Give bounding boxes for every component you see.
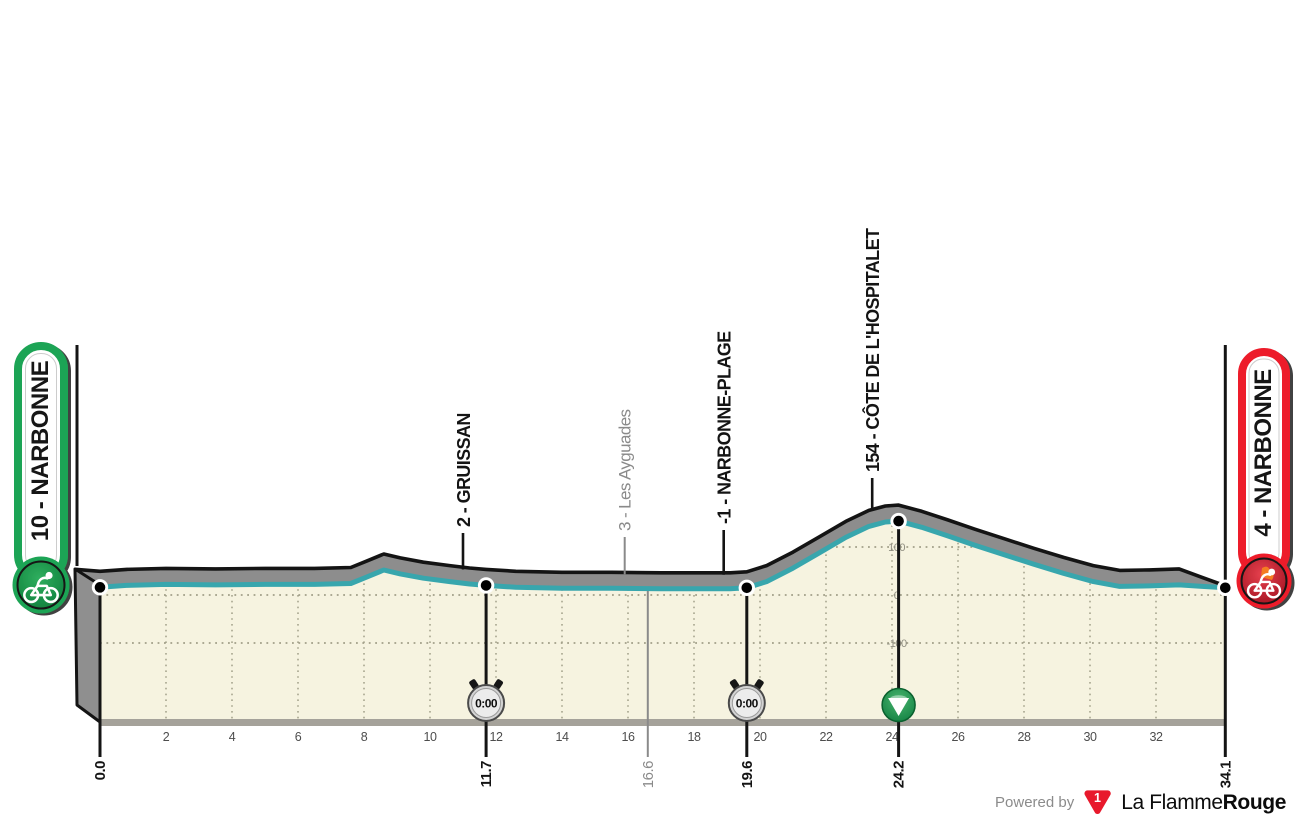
waypoint-label: -1 - NARBONNE-PLAGE — [715, 331, 735, 524]
x-axis-tick-label: 2 — [163, 730, 170, 744]
km-distance-label: 11.7 — [478, 761, 495, 788]
route-point-dot — [893, 515, 904, 527]
km-distance-label: 24.2 — [891, 761, 908, 788]
x-axis-tick-label: 30 — [1084, 730, 1097, 744]
route-point-dot — [741, 582, 753, 594]
logo-number: 1 — [1094, 791, 1101, 805]
brand-regular: La Flamme — [1121, 790, 1223, 814]
x-axis-tick-label: 12 — [490, 730, 503, 744]
profile-fill — [100, 521, 1226, 720]
elevation-label: -100 — [887, 638, 907, 650]
waypoint-label: 2 - GRUISSAN — [454, 413, 474, 527]
climb-marker-icon — [881, 687, 916, 723]
timer-time: 0:00 — [736, 697, 759, 711]
x-axis-tick-label: 28 — [1018, 730, 1031, 744]
elevation-label: 0 — [894, 590, 900, 602]
timer-checkpoint-icon: 0:00 — [727, 679, 766, 722]
la-flamme-rouge-logo-icon: 1 — [1084, 790, 1111, 814]
x-axis-tick-label: 26 — [952, 730, 965, 744]
km-distance-label: 0.0 — [92, 761, 109, 781]
x-axis-tick-label: 6 — [295, 730, 302, 744]
waypoint-label: 154 - CÔTE DE L'HOSPITALET — [862, 228, 883, 472]
x-axis-tick-label: 10 — [424, 730, 437, 744]
elevation-label: 100 — [888, 542, 905, 554]
brand-bold: Rouge — [1222, 790, 1287, 814]
waypoint-label: 3 - Les Ayguades — [616, 409, 635, 531]
x-axis-tick-label: 20 — [754, 730, 767, 744]
x-axis-tick-label: 22 — [820, 730, 833, 744]
x-axis-tick-label: 24 — [886, 730, 899, 744]
km-distance-label: 19.6 — [739, 761, 756, 788]
x-axis-tick-label: 32 — [1150, 730, 1163, 744]
start-badge: 10 - NARBONNE — [12, 342, 70, 614]
km-distance-label: 16.6 — [640, 761, 657, 788]
logo-triangle — [1084, 790, 1111, 814]
start-badge-label: 10 - NARBONNE — [27, 360, 54, 541]
x-axis-tick-label: 14 — [556, 730, 569, 744]
profile-top-line — [74, 503, 1226, 588]
route-point-dot — [94, 582, 106, 593]
x-axis-bar — [100, 719, 1226, 726]
brand-text: La FlammeRouge — [1121, 791, 1286, 815]
timer-time: 0:00 — [475, 697, 498, 711]
timer-checkpoint-icon: 0:00 — [467, 679, 506, 722]
finish-badge: 4 - NARBONNE — [1236, 348, 1292, 609]
route-point-dot — [1220, 582, 1231, 594]
powered-by-text: Powered by — [995, 794, 1075, 811]
finish-badge-label: 4 - NARBONNE — [1250, 369, 1277, 537]
x-axis-tick-label: 18 — [688, 730, 701, 744]
route-point-dot — [480, 580, 492, 591]
x-axis-tick-label: 4 — [229, 730, 236, 744]
route-line — [99, 518, 1226, 592]
km-distance-label: 34.1 — [1217, 761, 1234, 788]
footer: Powered by 1 La FlammeRouge — [995, 788, 1286, 817]
x-axis-tick-label: 8 — [361, 730, 368, 744]
x-axis-tick-label: 16 — [622, 730, 635, 744]
road-band — [75, 505, 1226, 589]
